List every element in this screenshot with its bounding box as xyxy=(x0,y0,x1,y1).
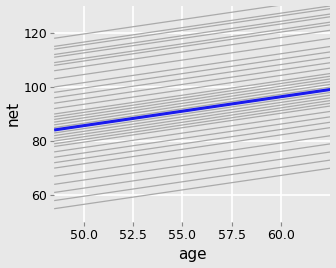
X-axis label: age: age xyxy=(178,247,207,262)
Y-axis label: net: net xyxy=(6,101,20,126)
